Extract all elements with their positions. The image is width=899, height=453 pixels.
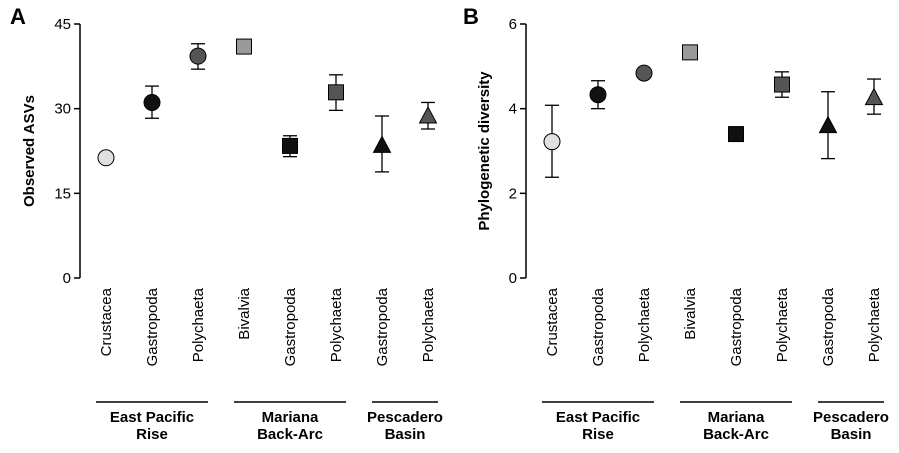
panel-b-x-tick-label: Gastropoda [728, 287, 745, 366]
panel-a-x-tick-label: Polychaeta [328, 287, 345, 362]
panel-b-point-triangle [818, 115, 838, 134]
panel-a-y-tick-label: 30 [54, 101, 71, 118]
panel-b-group-label: Pescadero [813, 409, 889, 426]
panel-a-group-label: Back-Arc [257, 426, 323, 443]
panel-b-point-triangle [864, 87, 884, 106]
panel-b-point-square [728, 126, 744, 143]
panel-b-group-label: Rise [582, 426, 614, 443]
panel-b-group-label: Mariana [708, 409, 765, 426]
panel-b-x-tick-label: Gastropoda [820, 287, 837, 366]
panel-a-point-circle [189, 47, 207, 65]
panel-a-point-circle [97, 149, 115, 167]
panel-b-group-label: Basin [831, 426, 872, 443]
panel-a-x-tick-label: Gastropoda [374, 287, 391, 366]
panel-a-point-triangle [372, 135, 392, 153]
panel-a-group-label: Mariana [262, 409, 319, 426]
panel-b-x-tick-label: Crustacea [544, 287, 561, 356]
panel-a-group-label: Basin [385, 426, 426, 443]
panel-b-point-circle [589, 86, 607, 104]
panel-b-point-square [682, 44, 698, 61]
panel-a-point-triangle [418, 105, 438, 124]
panel-a-point-circle [143, 93, 161, 111]
panel-a-x-tick-label: Polychaeta [190, 287, 207, 362]
panel-a-y-tick-label: 0 [63, 270, 71, 287]
panel-b: B 0 2 4 6 Phylogenetic diversity Crustacea Gast… [463, 4, 889, 443]
panel-b-y-tick-label: 2 [509, 185, 517, 202]
panel-b-group-label: Back-Arc [703, 426, 769, 443]
panel-a-point-square [236, 38, 252, 55]
panel-a-y-tick-label: 15 [54, 185, 71, 202]
panel-a-y-tick-label: 45 [54, 16, 71, 33]
panel-b-x-tick-label: Bivalvia [682, 287, 699, 339]
panel-b-group-label: East Pacific [556, 409, 640, 426]
panel-a-point-square [328, 84, 344, 101]
panel-b-point-circle [635, 64, 653, 82]
panel-a-x-tick-label: Bivalvia [236, 287, 253, 339]
panel-a-x-tick-label: Crustacea [98, 287, 115, 356]
panel-a: A 0 15 30 45 Observed ASVs Crustacea Gastropoda… [10, 4, 443, 443]
panel-a-x-tick-label: Gastropoda [282, 287, 299, 366]
panel-a-point-square [282, 137, 298, 154]
panel-b-letter: B [463, 4, 479, 29]
panel-b-x-tick-label: Gastropoda [590, 287, 607, 366]
panel-a-group-label: Pescadero [367, 409, 443, 426]
panel-b-x-tick-label: Polychaeta [774, 287, 791, 362]
panel-b-x-tick-label: Polychaeta [866, 287, 883, 362]
panel-a-group-label: Rise [136, 426, 168, 443]
panel-a-y-axis-title: Observed ASVs [21, 95, 38, 207]
panel-b-y-tick-label: 6 [509, 16, 517, 33]
panel-b-point-circle [543, 133, 561, 151]
panel-b-x-tick-label: Polychaeta [636, 287, 653, 362]
panel-b-y-tick-label: 4 [509, 101, 517, 118]
panel-a-group-label: East Pacific [110, 409, 194, 426]
panel-a-letter: A [10, 4, 26, 29]
panel-b-point-square [774, 76, 790, 93]
panel-a-x-tick-label: Gastropoda [144, 287, 161, 366]
panel-b-y-tick-label: 0 [509, 270, 517, 287]
panel-a-x-tick-label: Polychaeta [420, 287, 437, 362]
panel-b-y-axis-title: Phylogenetic diversity [476, 71, 493, 231]
